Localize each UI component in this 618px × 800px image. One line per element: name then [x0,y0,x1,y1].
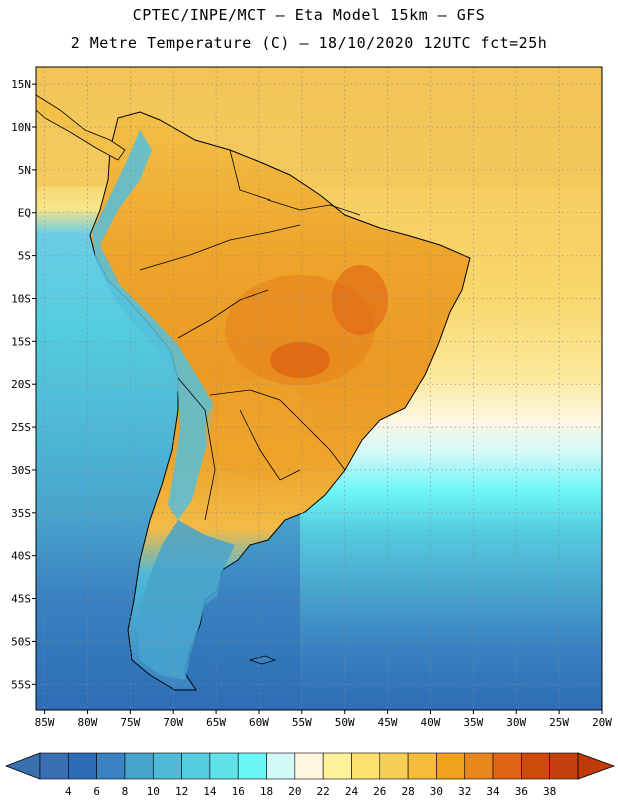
lat-label: 45S [11,593,31,606]
axis-ticks [32,83,603,714]
map-frame [35,66,603,711]
colorbar-swatch [549,752,579,780]
colorbar-label: 32 [458,785,471,798]
colorbar-label: 26 [373,785,386,798]
colorbar-swatch [181,752,211,780]
lat-label: 40S [11,550,31,563]
lat-label: 5S [18,250,31,263]
colorbar-swatch [68,752,97,780]
map-title-line1: CPTEC/INPE/MCT – Eta Model 15km – GFS [132,6,486,24]
colorbar-label: 4 [65,785,72,798]
lat-label: 15N [11,78,31,91]
colorbar-swatch [39,752,69,780]
colorbar-label: 18 [260,785,273,798]
colorbar-swatch [492,752,522,780]
colorbar-arrow-left [4,752,41,780]
map-title-line2: 2 Metre Temperature (C) – 18/10/2020 12U… [70,34,548,52]
colorbar-swatch [266,752,296,780]
colorbar-swatch [96,752,126,780]
lon-label: 50W [335,716,355,729]
graticule [36,67,602,710]
lat-label: 10S [11,292,31,305]
lat-label: 10N [11,121,31,134]
patagonia-cold [136,520,235,680]
lon-label: 55W [292,716,312,729]
lat-label: 35S [11,507,31,520]
colorbar-swatch [209,752,239,780]
lon-label: 35W [463,716,483,729]
colorbar-label: 36 [515,785,528,798]
lat-label: 25S [11,421,31,434]
central-america-land [36,94,126,161]
colorbar-swatch [152,752,182,780]
lat-label: 5N [18,164,31,177]
colorbar-swatch [237,752,267,780]
colorbar-label: 30 [430,785,443,798]
lon-label: 20W [592,716,612,729]
colorbar-label: 16 [232,785,245,798]
colorbar-swatch [351,752,381,780]
colorbar-swatch [521,752,550,780]
falkland-islands [248,655,277,665]
hot-core-tocantins [332,265,388,335]
colorbar-label: 38 [543,785,556,798]
lon-label: 30W [506,716,526,729]
colorbar-swatch [294,752,324,780]
lon-label: 45W [378,716,398,729]
colorbar-swatch [407,752,437,780]
colorbar-label: 14 [203,785,217,798]
hot-core-mato-grosso [270,342,330,378]
lon-label: 40W [421,716,441,729]
colorbar-label: 22 [317,785,330,798]
lat-label: 20S [11,378,31,391]
colorbar-swatch [464,752,494,780]
colorbar-swatch [322,752,352,780]
lat-label: 30S [11,464,31,477]
colorbar-swatch [379,752,409,780]
colorbar-label: 24 [345,785,359,798]
latitude-labels: 15N 10N 5N EQ 5S 10S 15S 20S 25S 30S 35S 40S 45S 50S 5… [11,78,31,691]
colorbar-label: 28 [401,785,414,798]
lat-label: 15S [11,335,31,348]
andes-cold-belt [92,130,214,520]
lon-label: 85W [35,716,55,729]
lat-label: 50S [11,635,31,648]
warm-area-chaco [205,380,315,480]
longitude-labels: 85W 80W 75W 70W 65W 60W 55W 50W 45W 40W 35W 30W 25W 2… [35,716,613,729]
colorbar-label: 12 [175,785,188,798]
lon-label: 60W [249,716,269,729]
temperature-colorbar: 4 6 8 10 12 14 16 18 20 22 24 26 28 30 32 34 36 38 [4,752,616,798]
colorbar-label: 34 [486,785,500,798]
colorbar-label: 6 [93,785,100,798]
lon-label: 75W [120,716,140,729]
lon-label: 80W [78,716,98,729]
lat-label: EQ [18,207,31,220]
colorbar-label: 8 [122,785,129,798]
colorbar-swatch [436,752,466,780]
colorbar-swatch [124,752,154,780]
colorbar-label: 10 [147,785,160,798]
country-borders [139,149,361,521]
colorbar-label: 20 [288,785,301,798]
colorbar-arrow-right [577,752,616,780]
lon-label: 65W [206,716,226,729]
lon-label: 70W [163,716,183,729]
lon-label: 25W [549,716,569,729]
lat-label: 55S [11,678,31,691]
